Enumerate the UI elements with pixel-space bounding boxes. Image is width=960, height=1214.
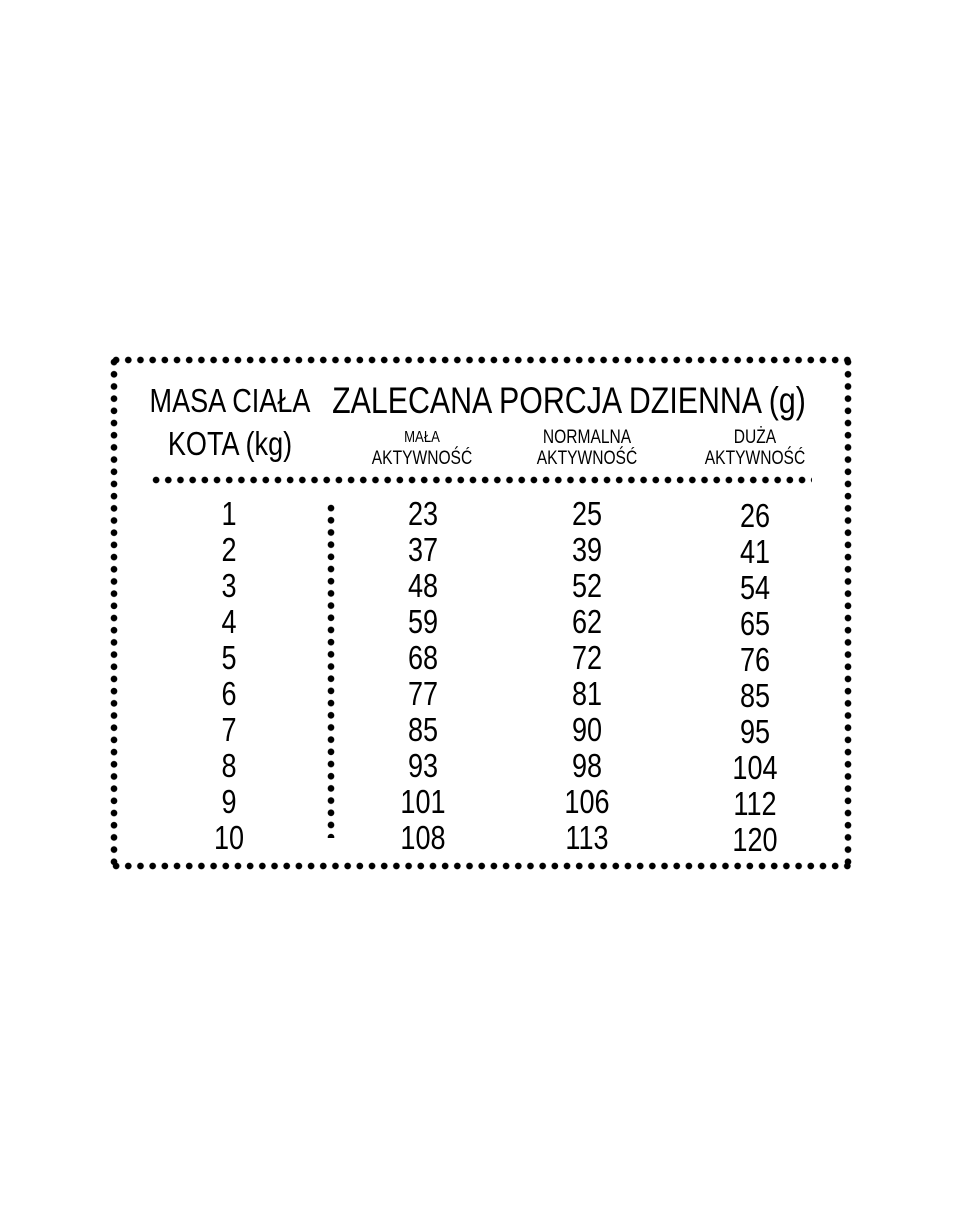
cell-portion: 23 bbox=[407, 495, 439, 532]
cell-portion: 37 bbox=[407, 531, 439, 568]
cell-portion: 85 bbox=[407, 711, 439, 748]
cell-portion: 120 bbox=[732, 821, 778, 858]
col0-header-line1: MASA CIAŁA bbox=[149, 382, 311, 419]
cell-body-mass: 1 bbox=[221, 495, 237, 532]
cell-body-mass: 3 bbox=[221, 567, 237, 604]
cell-portion: 52 bbox=[571, 567, 603, 604]
cell-portion: 112 bbox=[733, 785, 777, 822]
group-header: ZALECANA PORCJA DZIENNA (g) bbox=[332, 380, 806, 421]
cell-portion: 76 bbox=[739, 641, 771, 678]
cell-portion: 101 bbox=[400, 783, 446, 820]
cell-portion: 62 bbox=[571, 603, 603, 640]
cell-portion: 104 bbox=[732, 749, 778, 786]
cell-portion: 106 bbox=[564, 783, 610, 820]
cell-body-mass: 10 bbox=[213, 819, 245, 856]
cell-portion: 77 bbox=[407, 675, 439, 712]
cell-body-mass: 6 bbox=[221, 675, 237, 712]
cell-portion: 54 bbox=[739, 569, 771, 606]
cell-portion: 95 bbox=[739, 713, 771, 750]
subheader-high-activity: DUŻA AKTYWNOŚĆ bbox=[705, 427, 805, 469]
cell-body-mass: 7 bbox=[221, 711, 237, 748]
header-divider bbox=[150, 476, 812, 484]
subheader-normal-activity: NORMALNA AKTYWNOŚĆ bbox=[537, 427, 637, 469]
cell-portion: 72 bbox=[571, 639, 603, 676]
cell-body-mass: 8 bbox=[221, 747, 237, 784]
subheader-line1: DUŻA bbox=[733, 427, 777, 448]
cell-portion: 65 bbox=[739, 605, 771, 642]
border-bottom bbox=[110, 862, 852, 870]
cell-body-mass: 2 bbox=[221, 531, 237, 568]
cell-portion: 85 bbox=[739, 677, 771, 714]
cell-portion: 108 bbox=[400, 819, 446, 856]
cell-portion: 68 bbox=[407, 639, 439, 676]
cell-portion: 98 bbox=[571, 747, 603, 784]
cell-portion: 113 bbox=[565, 819, 609, 856]
cell-portion: 41 bbox=[739, 533, 771, 570]
cell-portion: 39 bbox=[571, 531, 603, 568]
subheader-line2: AKTYWNOŚĆ bbox=[704, 448, 806, 469]
subheader-line2: AKTYWNOŚĆ bbox=[536, 448, 638, 469]
subheader-line2: AKTYWNOŚĆ bbox=[371, 448, 473, 469]
cell-body-mass: 4 bbox=[221, 603, 237, 640]
cell-portion: 90 bbox=[571, 711, 603, 748]
cell-portion: 93 bbox=[407, 747, 439, 784]
subheader-line1: NORMALNA bbox=[542, 427, 632, 448]
col0-header-line2: KOTA (kg) bbox=[167, 425, 293, 462]
cell-portion: 59 bbox=[407, 603, 439, 640]
cell-portion: 48 bbox=[407, 567, 439, 604]
border-top bbox=[110, 356, 852, 364]
border-left bbox=[110, 356, 118, 870]
column-divider bbox=[327, 502, 335, 838]
border-right bbox=[844, 356, 852, 870]
subheader-line1: MAŁA bbox=[404, 429, 440, 446]
cell-portion: 81 bbox=[571, 675, 603, 712]
cell-body-mass: 5 bbox=[221, 639, 237, 676]
subheader-low-activity: MAŁA AKTYWNOŚĆ bbox=[372, 427, 472, 469]
cell-portion: 26 bbox=[739, 497, 771, 534]
cell-body-mass: 9 bbox=[221, 783, 237, 820]
cell-portion: 25 bbox=[571, 495, 603, 532]
